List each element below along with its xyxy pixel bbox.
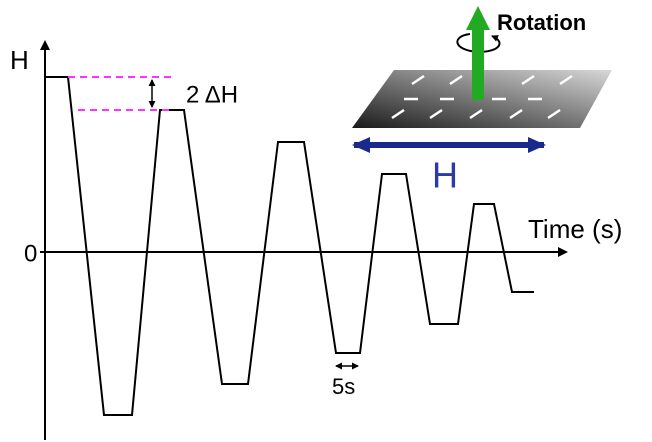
x-axis-label: Time (s) xyxy=(528,214,622,244)
step-label: 2 ΔH xyxy=(186,81,238,108)
y-axis-label: H xyxy=(10,45,29,75)
field-waveform xyxy=(45,76,534,416)
rotation-axis-head xyxy=(466,6,490,30)
rotation-label: Rotation xyxy=(497,10,586,35)
rotation-axis xyxy=(472,28,484,100)
dwell-label: 5s xyxy=(332,374,355,399)
field-label: H xyxy=(432,155,458,196)
plate-markings xyxy=(391,74,573,120)
zero-label: 0 xyxy=(24,240,37,267)
